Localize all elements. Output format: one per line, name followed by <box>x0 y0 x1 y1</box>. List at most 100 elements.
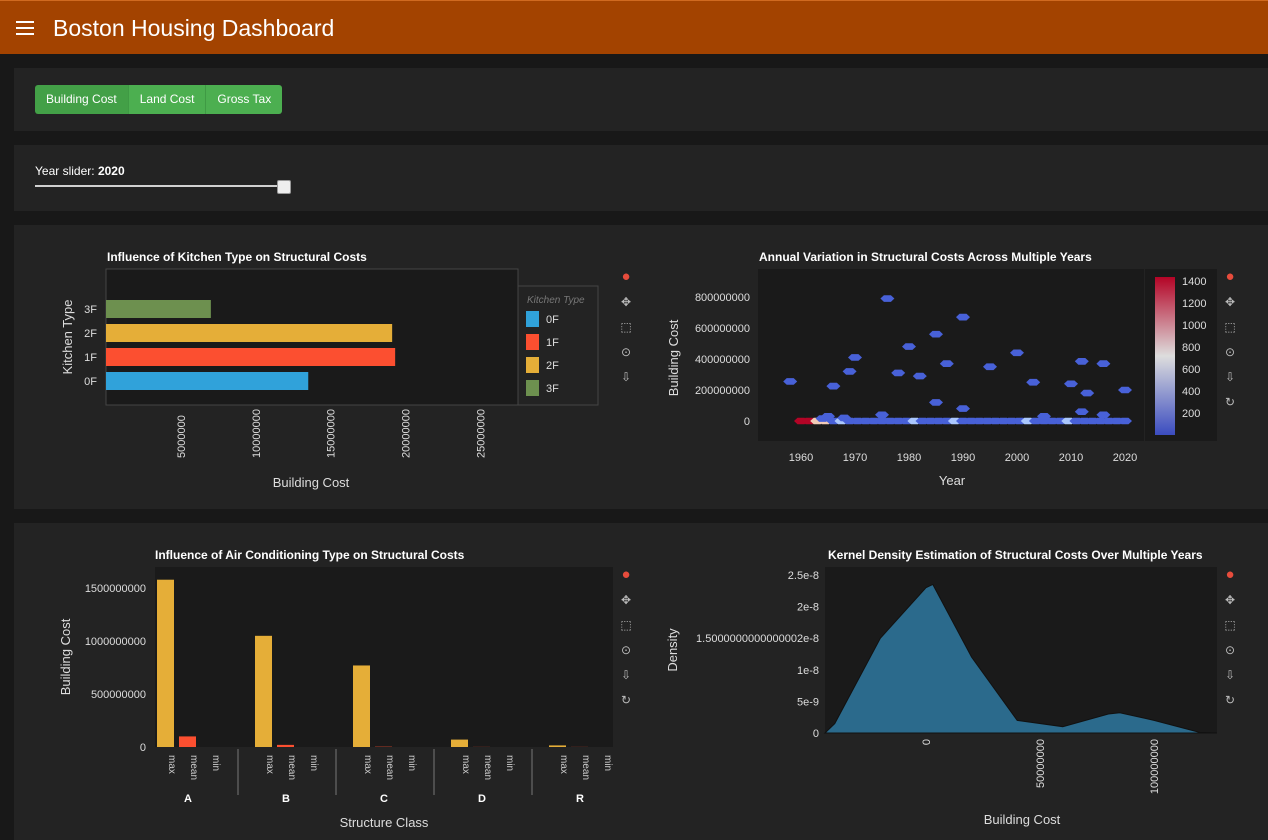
bar-1F <box>106 348 396 366</box>
box-zoom-icon[interactable]: ⬚ <box>620 320 632 334</box>
hex-bin <box>902 343 916 350</box>
hamburger-menu-icon[interactable] <box>16 21 34 35</box>
hex-bin <box>1074 408 1089 415</box>
x-tick-label: 0 <box>921 739 933 745</box>
metric-button-group: Building Cost Land Cost Gross Tax <box>35 85 283 114</box>
year-slider-track[interactable] <box>35 185 285 187</box>
bokeh-logo-icon[interactable]: ● <box>1225 268 1235 285</box>
hex-bin <box>983 363 997 371</box>
plot-area <box>155 567 613 747</box>
y-tick-label: 1.5000000000000002e-8 <box>696 633 819 645</box>
chart-title: Influence of Kitchen Type on Structural … <box>107 250 367 264</box>
reset-icon[interactable]: ↻ <box>620 693 632 707</box>
y-tick-label: 1500000000 <box>85 583 146 595</box>
stat-tick-label: max <box>460 755 471 774</box>
y-tick-label: 1F <box>84 352 97 364</box>
slider-value: 2020 <box>97 164 125 178</box>
air-conditioning-chart: Influence of Air Conditioning Type on St… <box>58 548 613 830</box>
y-axis-label: Density <box>665 628 680 672</box>
box-zoom-icon[interactable]: ⬚ <box>1224 618 1236 632</box>
stat-tick-label: min <box>210 755 221 771</box>
x-tick-label: 1990 <box>951 452 975 464</box>
x-tick-label: 15000000 <box>326 409 338 458</box>
hex-bin <box>1096 360 1111 367</box>
kitchen-type-chart: Influence of Kitchen Type on Structural … <box>60 250 599 490</box>
x-tick-label: 1970 <box>843 452 867 464</box>
legend-label-3F: 3F <box>546 383 559 395</box>
x-tick-label: 10000000 <box>251 409 263 458</box>
y-tick-label: 2F <box>84 328 97 340</box>
y-tick-label: 2e-8 <box>797 602 819 614</box>
colorbar-tick: 1200 <box>1182 298 1206 310</box>
save-icon[interactable]: ⇩ <box>1224 668 1236 682</box>
stat-tick-label: mean <box>188 755 199 780</box>
group-label-A: A <box>184 793 192 805</box>
pan-icon[interactable]: ✥ <box>620 295 632 309</box>
x-tick-label: 2000 <box>1005 452 1029 464</box>
gross-tax-button[interactable]: Gross Tax <box>206 85 283 114</box>
group-label-D: D <box>478 793 486 805</box>
legend-label-2F: 2F <box>546 360 559 372</box>
bar-3F <box>106 300 211 318</box>
hex-bin <box>1037 413 1051 420</box>
bar-A-max <box>157 579 174 747</box>
bokeh-logo-icon[interactable]: ● <box>621 268 631 285</box>
y-axis-label: Building Cost <box>666 319 681 396</box>
hex-bin <box>783 378 798 385</box>
x-tick-label: 1980 <box>897 452 921 464</box>
wheel-zoom-icon[interactable]: ⊙ <box>620 643 632 657</box>
bar-B-mean <box>277 744 294 747</box>
bar-2F <box>106 324 393 342</box>
group-label-B: B <box>282 793 290 805</box>
hex-bin <box>1026 378 1041 386</box>
stat-tick-label: mean <box>482 755 493 780</box>
app-title: Boston Housing Dashboard <box>53 15 335 41</box>
colorbar-tick: 800 <box>1182 342 1200 354</box>
y-tick-label: 0 <box>744 416 750 428</box>
colorbar-tick: 1000 <box>1182 320 1206 332</box>
bokeh-logo-icon[interactable]: ● <box>621 566 631 583</box>
building-cost-button[interactable]: Building Cost <box>35 85 129 114</box>
colorbar <box>1155 277 1175 435</box>
x-axis-label: Building Cost <box>984 812 1061 827</box>
hex-bin <box>1096 411 1111 419</box>
x-tick-label: 50000000 <box>1035 739 1047 788</box>
density-area <box>823 583 1218 734</box>
reset-icon[interactable]: ↻ <box>1224 395 1236 409</box>
x-axis-label: Structure Class <box>340 815 429 830</box>
bar-R-max <box>549 745 566 747</box>
box-zoom-icon[interactable]: ⬚ <box>1224 320 1236 334</box>
y-tick-label: 0 <box>140 742 146 754</box>
pan-icon[interactable]: ✥ <box>1224 593 1236 607</box>
colorbar-tick: 200 <box>1182 408 1200 420</box>
y-tick-label: 3F <box>84 304 97 316</box>
hex-bin <box>939 360 954 367</box>
save-icon[interactable]: ⇩ <box>620 370 632 384</box>
land-cost-button[interactable]: Land Cost <box>128 85 207 114</box>
save-icon[interactable]: ⇩ <box>1224 370 1236 384</box>
wheel-zoom-icon[interactable]: ⊙ <box>1224 643 1236 657</box>
pan-icon[interactable]: ✥ <box>1224 295 1236 309</box>
y-tick-label: 1e-8 <box>797 665 819 677</box>
save-icon[interactable]: ⇩ <box>620 668 632 682</box>
year-slider-handle[interactable] <box>277 180 291 194</box>
legend-swatch-3F <box>526 380 539 396</box>
legend-label-0F: 0F <box>546 314 559 326</box>
wheel-zoom-icon[interactable]: ⊙ <box>1224 345 1236 359</box>
stat-tick-label: max <box>558 755 569 774</box>
y-tick-label: 400000000 <box>695 354 750 366</box>
group-label-R: R <box>576 793 584 805</box>
hex-bin <box>880 295 895 302</box>
box-zoom-icon[interactable]: ⬚ <box>620 618 632 632</box>
y-tick-label: 200000000 <box>695 385 750 397</box>
y-tick-label: 800000000 <box>695 292 750 304</box>
reset-icon[interactable]: ↻ <box>1224 693 1236 707</box>
wheel-zoom-icon[interactable]: ⊙ <box>620 345 632 359</box>
bokeh-logo-icon[interactable]: ● <box>1225 566 1235 583</box>
stat-tick-label: max <box>166 755 177 774</box>
pan-icon[interactable]: ✥ <box>620 593 632 607</box>
hex-bin <box>929 330 943 338</box>
legend-title: Kitchen Type <box>527 295 585 306</box>
hex-bin <box>956 405 970 412</box>
x-tick-label: 2020 <box>1113 452 1137 464</box>
